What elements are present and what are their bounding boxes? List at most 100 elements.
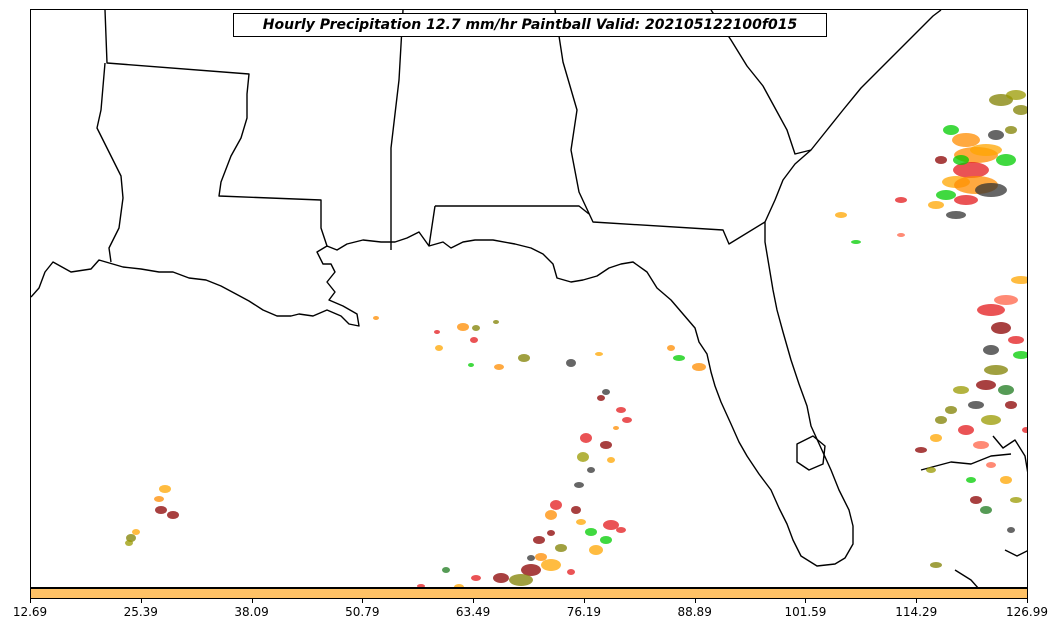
precip-blob bbox=[953, 155, 969, 165]
lake-okeechobee bbox=[796, 435, 826, 471]
precip-blob bbox=[958, 425, 974, 435]
precip-blob bbox=[435, 345, 443, 351]
precip-blob bbox=[994, 295, 1018, 305]
precip-blob bbox=[471, 575, 481, 581]
island-outline bbox=[992, 435, 1027, 473]
island-outline bbox=[954, 569, 979, 587]
colorbar-tick-label: 38.09 bbox=[234, 605, 269, 619]
precip-blob bbox=[986, 462, 996, 468]
precip-blob bbox=[468, 363, 474, 367]
precip-blob bbox=[975, 183, 1007, 197]
colorbar bbox=[30, 588, 1028, 599]
precip-blob bbox=[155, 506, 167, 514]
precip-blob bbox=[547, 530, 555, 536]
island-outline bbox=[920, 453, 1012, 471]
precip-blob bbox=[533, 536, 545, 544]
precip-blob bbox=[434, 330, 440, 334]
precip-blob bbox=[442, 567, 450, 573]
state-border-mississippi bbox=[390, 10, 404, 250]
precip-blob bbox=[580, 433, 592, 443]
precip-blob bbox=[998, 385, 1014, 395]
precip-blob bbox=[159, 485, 171, 493]
colorbar-tick-label: 126.99 bbox=[1006, 605, 1048, 619]
precip-blob bbox=[622, 417, 632, 423]
precip-blob bbox=[970, 496, 982, 504]
state-border-al-ms bbox=[428, 205, 436, 247]
colorbar-tick bbox=[583, 599, 585, 603]
colorbar-tick bbox=[694, 599, 696, 603]
colorbar-tick bbox=[140, 599, 142, 603]
precip-blob bbox=[1022, 427, 1027, 433]
state-border-georgia bbox=[710, 10, 812, 155]
colorbar-tick bbox=[251, 599, 253, 603]
precip-blob bbox=[616, 407, 626, 413]
precip-blob bbox=[1000, 476, 1012, 484]
precip-blob bbox=[1005, 126, 1017, 134]
precip-blob bbox=[125, 540, 133, 546]
precip-blob bbox=[597, 395, 605, 401]
precip-blob bbox=[935, 416, 947, 424]
precip-blob bbox=[953, 162, 989, 178]
precip-paintball-layer bbox=[125, 90, 1027, 587]
precip-blob bbox=[576, 519, 586, 525]
precip-blob bbox=[126, 534, 136, 542]
precip-blob bbox=[373, 316, 379, 320]
state-border-louisiana bbox=[104, 10, 328, 247]
precip-blob bbox=[946, 211, 966, 219]
colorbar-tick bbox=[916, 599, 918, 603]
precip-blob bbox=[996, 154, 1016, 166]
precip-blob bbox=[1013, 351, 1027, 359]
precip-blob bbox=[555, 544, 567, 552]
precip-blob bbox=[587, 467, 595, 473]
precip-blob bbox=[973, 441, 989, 449]
colorbar-tick bbox=[1027, 599, 1028, 603]
colorbar-tick bbox=[30, 599, 31, 603]
precip-blob bbox=[897, 233, 905, 237]
colorbar-tick-label: 50.79 bbox=[345, 605, 380, 619]
precip-blob bbox=[154, 496, 164, 502]
precip-blob bbox=[1006, 90, 1026, 100]
colorbar-tick-label: 25.39 bbox=[123, 605, 158, 619]
precip-blob bbox=[595, 352, 603, 356]
precip-blob bbox=[983, 345, 999, 355]
colorbar-tick-label: 88.89 bbox=[677, 605, 712, 619]
precip-blob bbox=[692, 363, 706, 371]
precip-blob bbox=[895, 197, 907, 203]
precip-blob bbox=[518, 354, 530, 362]
precip-blob bbox=[952, 133, 980, 147]
state-border-louisiana-west bbox=[96, 62, 124, 263]
precip-blob bbox=[509, 574, 533, 586]
precip-blob bbox=[988, 130, 1004, 140]
precip-blob bbox=[600, 536, 612, 544]
precip-blob bbox=[984, 365, 1008, 375]
precip-blob bbox=[980, 506, 992, 514]
precip-blob bbox=[600, 441, 612, 449]
precip-blob bbox=[521, 564, 541, 576]
precip-blob bbox=[945, 406, 957, 414]
precip-blob bbox=[607, 457, 615, 463]
precip-blob bbox=[835, 212, 847, 218]
precip-blob bbox=[954, 195, 978, 205]
precip-blob bbox=[926, 467, 936, 473]
precip-blob bbox=[953, 386, 969, 394]
precip-blob bbox=[585, 528, 597, 536]
precip-blob bbox=[943, 125, 959, 135]
precip-blob bbox=[550, 500, 562, 510]
precip-blob bbox=[930, 562, 942, 568]
precip-blob bbox=[1011, 276, 1027, 284]
precip-blob bbox=[457, 323, 469, 331]
precip-blob bbox=[1007, 527, 1015, 533]
precip-blob bbox=[545, 510, 557, 520]
precip-blob bbox=[991, 322, 1011, 334]
precip-blob bbox=[541, 559, 561, 571]
precip-blob bbox=[493, 573, 509, 583]
precip-blob bbox=[1013, 105, 1027, 115]
colorbar-tick-label: 114.29 bbox=[895, 605, 938, 619]
coastline bbox=[31, 10, 942, 567]
precip-blob bbox=[966, 477, 976, 483]
precip-blob bbox=[571, 506, 581, 514]
precip-blob bbox=[566, 359, 576, 367]
precip-blob bbox=[494, 364, 504, 370]
precip-blob bbox=[1005, 401, 1017, 409]
map-canvas bbox=[31, 10, 1027, 587]
